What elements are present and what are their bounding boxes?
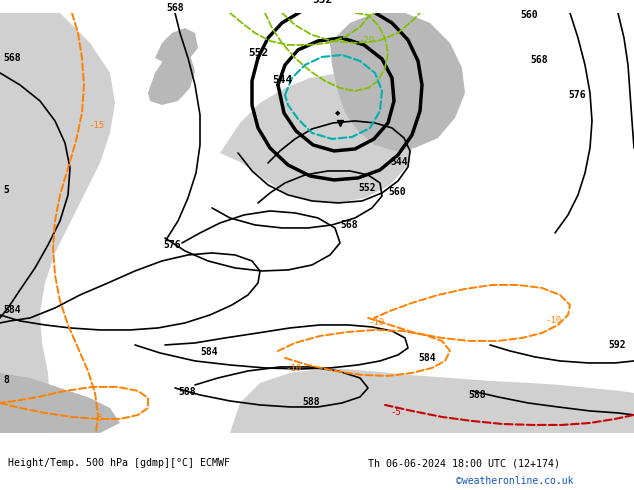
Text: 5: 5 — [3, 185, 9, 195]
Text: 552: 552 — [248, 48, 268, 58]
Text: 544: 544 — [272, 75, 292, 85]
Text: 568: 568 — [166, 3, 184, 13]
Text: -10: -10 — [368, 318, 384, 327]
Polygon shape — [330, 13, 465, 151]
Text: Height/Temp. 500 hPa [gdmp][°C] ECMWF: Height/Temp. 500 hPa [gdmp][°C] ECMWF — [8, 458, 230, 468]
Text: 560: 560 — [520, 10, 538, 20]
Text: ◆: ◆ — [335, 110, 340, 116]
Text: 584: 584 — [418, 353, 436, 363]
Text: 568: 568 — [340, 220, 358, 230]
Text: 568: 568 — [3, 53, 21, 63]
Polygon shape — [148, 51, 195, 105]
Polygon shape — [230, 368, 634, 433]
Text: -5: -5 — [390, 408, 401, 417]
Text: 560: 560 — [388, 187, 406, 197]
Text: Th 06-06-2024 18:00 UTC (12+174): Th 06-06-2024 18:00 UTC (12+174) — [368, 458, 560, 468]
Text: ©weatheronline.co.uk: ©weatheronline.co.uk — [456, 476, 574, 486]
Text: -5: -5 — [92, 414, 103, 423]
Text: -15: -15 — [88, 121, 104, 130]
Text: 8: 8 — [3, 375, 9, 385]
Text: 588: 588 — [178, 387, 196, 397]
Polygon shape — [155, 28, 198, 63]
Text: 552: 552 — [358, 183, 375, 193]
Text: 592: 592 — [608, 340, 626, 350]
Text: 552: 552 — [312, 0, 332, 5]
Text: 576: 576 — [163, 240, 181, 250]
Text: -10: -10 — [545, 316, 561, 325]
Text: 588: 588 — [302, 397, 320, 407]
Text: 568: 568 — [530, 55, 548, 65]
Polygon shape — [0, 13, 115, 433]
Polygon shape — [220, 73, 415, 203]
Text: -20: -20 — [358, 36, 374, 45]
Text: -10: -10 — [285, 364, 301, 373]
Text: 588: 588 — [468, 390, 486, 400]
Text: 576: 576 — [568, 90, 586, 100]
Text: 544: 544 — [390, 157, 408, 167]
Text: 584: 584 — [200, 347, 217, 357]
Text: 584: 584 — [3, 305, 21, 315]
Polygon shape — [0, 373, 120, 433]
